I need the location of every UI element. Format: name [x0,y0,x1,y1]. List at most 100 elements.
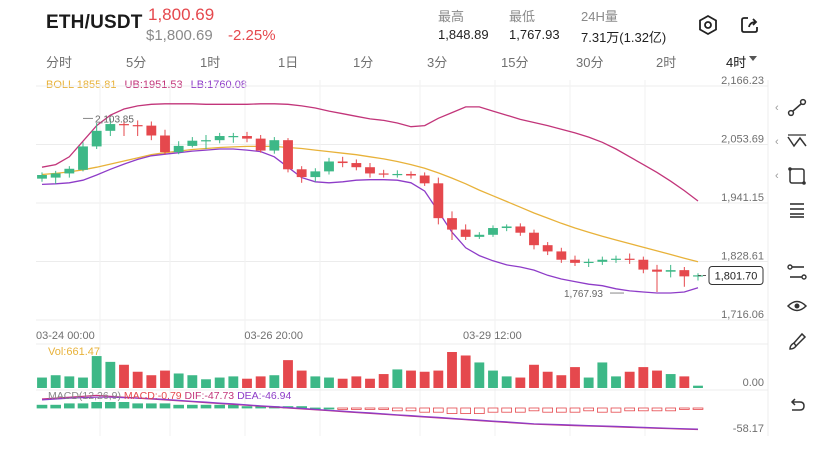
candle-body [652,269,662,272]
volume-bar [37,377,47,388]
macd-bar [241,406,253,409]
macd-bar [173,404,184,409]
macd-bar [528,407,540,412]
macd-bar [692,407,704,410]
volume-bar [611,376,621,388]
stat-low-label: 最低 [509,9,536,24]
candle-body [337,161,348,164]
tab-3m[interactable]: 3分 [427,55,448,70]
candle-body [64,168,75,174]
macd-bar [651,407,663,412]
price-axis-tick: 1,941.15 [721,192,764,204]
macd-bar [337,407,348,410]
tab-1m[interactable]: 1分 [353,55,374,70]
current-price-label: 1,801.70 [715,270,758,282]
volume-bar [419,371,430,388]
price-change: -2.25% [228,27,276,44]
volume-bar [488,370,498,388]
tab-1d[interactable]: 1日 [278,55,299,70]
candle-body [228,136,239,138]
macd-bar [364,407,376,410]
undo-tool[interactable] [782,393,812,419]
stat-volume-label: 24H量 [581,9,618,24]
tab-timeshare[interactable]: 分时 [46,55,73,70]
tab-30m[interactable]: 30分 [576,55,604,70]
volume-bar [515,377,526,388]
low-annotation: 1,767.93 [564,289,603,300]
ruler-tool[interactable] [782,259,812,285]
macd-legend: MACD(12,26,9) MACD:-0.79 DIF:-47.73 DEA:… [48,390,292,402]
volume-bar [501,376,512,388]
macd-bar [200,404,212,409]
stat-high-value: 1,848.89 [438,27,489,42]
boll-ub-value: UB:1951.53 [124,79,183,91]
candle-body [378,173,389,175]
candle-body [542,245,553,252]
macd-bar [638,407,649,412]
macd-bar [146,403,157,409]
volume-bar [570,367,580,388]
candle-body [214,136,225,141]
volume-bar [693,385,703,388]
candle-body [611,258,621,260]
tab-1h[interactable]: 1时 [200,55,221,70]
last-price: 1,800.69 [148,5,215,24]
volume-bar [460,355,471,388]
zigzag-icon [787,134,807,148]
macd-bar [50,404,61,409]
macd-bar [159,403,171,409]
boll-lb-line [41,148,699,294]
price-axis-tick: 1,828.61 [721,250,764,262]
candle-body [679,270,690,277]
time-axis-tick: 03-24 00:00 [36,330,95,342]
price-axis-tick: 2,053.69 [721,133,764,145]
visibility-tool[interactable] [782,293,812,319]
layers-icon [790,203,804,218]
volume-bar [447,352,457,388]
share-icon[interactable] [739,14,761,36]
tab-4h[interactable]: 4时 [726,55,747,70]
chevron-left-icon: ‹ [775,102,779,114]
time-axis-tick: 03-26 20:00 [244,330,303,342]
chevron-left-icon: ‹ [775,170,779,182]
candle-body [310,171,321,178]
candles: 2,103.85 1,767.93 1,801.70 [37,114,764,300]
candle-body [529,232,539,246]
macd-bar [679,407,690,410]
candle-body [242,136,252,139]
candle-body [638,259,649,270]
layers-tool[interactable] [782,197,812,223]
macd-bar [64,403,75,409]
eye-icon [786,300,808,312]
volume-bar [406,370,416,388]
candle-body [269,140,280,151]
candle-body [460,229,471,237]
stat-volume-value: 7.31万(1.32亿) [581,30,667,45]
candle-body [419,175,430,184]
candle-body [597,259,608,262]
candle-body [201,140,211,142]
macd-legend-item: DIF:-47.73 [185,390,238,402]
volume-bar [652,370,662,388]
tab-5m[interactable]: 5分 [126,55,147,70]
settings-icon[interactable] [697,14,719,36]
brush-tool[interactable] [782,327,812,353]
macd-bar [515,407,526,413]
volume-bar [160,370,170,388]
shape-tool[interactable]: ‹ [775,163,812,189]
candle-body [255,138,266,151]
chevron-down-icon[interactable] [749,56,757,61]
tab-15m[interactable]: 15分 [501,55,529,70]
tab-2h[interactable]: 2时 [656,55,677,70]
macd-axis-tick: -58.17 [733,423,764,435]
volume-bar [105,361,116,388]
zigzag-tool[interactable]: ‹ [775,129,812,155]
trend-line-tool[interactable]: ‹ [775,95,812,121]
candle-body [324,161,334,172]
price-axis-tick: 2,166.23 [721,75,764,87]
pair-title[interactable]: ETH/USDT [46,12,143,33]
volume-bar [310,376,321,388]
macd-bar [132,403,143,409]
boll-legend: BOLL 1855.81 UB:1951.53 LB:1760.08 [46,79,255,91]
